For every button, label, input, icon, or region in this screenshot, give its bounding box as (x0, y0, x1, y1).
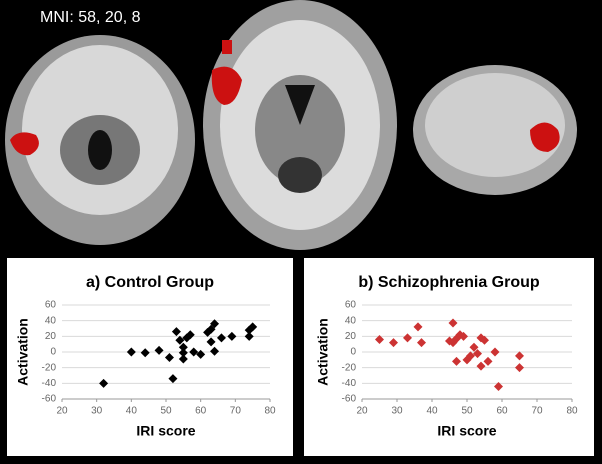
point (480, 335, 489, 345)
y-tick-label: 40 (45, 315, 57, 326)
panel (304, 258, 594, 456)
x-axis-label: IRI score (136, 423, 195, 439)
x-tick-label: 40 (426, 406, 438, 417)
chart-title: a) Control Group (86, 274, 214, 291)
y-tick-label: 20 (45, 331, 57, 342)
x-tick-label: 50 (461, 406, 473, 417)
point (459, 331, 468, 341)
x-tick-label: 60 (195, 406, 207, 417)
y-tick-label: -20 (42, 362, 57, 373)
y-tick-label: 0 (50, 347, 56, 358)
x-tick-label: 80 (566, 406, 578, 417)
point (448, 318, 458, 328)
point (178, 348, 188, 358)
y-axis-label: Activation (315, 318, 331, 386)
y-tick-label: 0 (350, 347, 356, 358)
point (216, 333, 226, 343)
point (140, 348, 150, 358)
point (99, 378, 109, 388)
chart-title: b) Schizophrenia Group (358, 274, 540, 291)
point (483, 356, 493, 366)
x-tick-label: 80 (264, 406, 276, 417)
x-tick-label: 50 (160, 406, 172, 417)
x-tick-label: 20 (56, 406, 68, 417)
axial-slice (203, 0, 397, 250)
point (175, 335, 185, 345)
x-tick-label: 30 (391, 406, 403, 417)
point (490, 347, 500, 357)
point (185, 330, 195, 340)
y-tick-label: 40 (345, 315, 357, 326)
point (515, 351, 524, 361)
point (206, 337, 216, 347)
point (389, 338, 398, 348)
x-tick-label: 70 (531, 406, 543, 417)
x-tick-label: 70 (230, 406, 242, 417)
y-tick-label: -40 (42, 378, 57, 389)
point (189, 347, 199, 357)
point (375, 334, 384, 344)
x-tick-label: 60 (496, 406, 508, 417)
y-tick-label: -20 (342, 362, 357, 373)
point (171, 327, 181, 337)
point (206, 324, 216, 334)
point (417, 338, 426, 348)
y-tick-label: -40 (342, 378, 357, 389)
x-axis-label: IRI score (437, 423, 496, 439)
image-label: MNI: 58, 20, 8 (40, 9, 141, 26)
point (466, 351, 475, 361)
point (473, 349, 482, 359)
point (413, 322, 423, 332)
point (126, 347, 136, 357)
point (515, 363, 524, 373)
point (227, 331, 237, 341)
y-tick-label: -60 (42, 394, 57, 405)
point (445, 336, 454, 346)
x-tick-label: 30 (91, 406, 103, 417)
x-tick-label: 20 (356, 406, 368, 417)
point (248, 322, 258, 332)
y-tick-label: 60 (345, 300, 357, 311)
point (178, 354, 188, 364)
panel (7, 258, 293, 456)
point (168, 374, 178, 384)
point (244, 331, 254, 341)
y-tick-label: 60 (45, 300, 57, 311)
point (469, 342, 479, 352)
x-tick-label: 40 (126, 406, 138, 417)
y-axis-label: Activation (15, 318, 31, 386)
coronal-slice (5, 35, 195, 245)
point (196, 349, 206, 359)
point (403, 333, 412, 343)
y-tick-label: 20 (345, 331, 357, 342)
point (210, 346, 220, 356)
point (476, 361, 486, 371)
point (494, 381, 503, 391)
point (154, 345, 164, 355)
point (164, 352, 174, 362)
point (452, 356, 461, 366)
point (178, 342, 188, 352)
y-tick-label: -60 (342, 394, 357, 405)
sagittal-slice (413, 65, 577, 195)
